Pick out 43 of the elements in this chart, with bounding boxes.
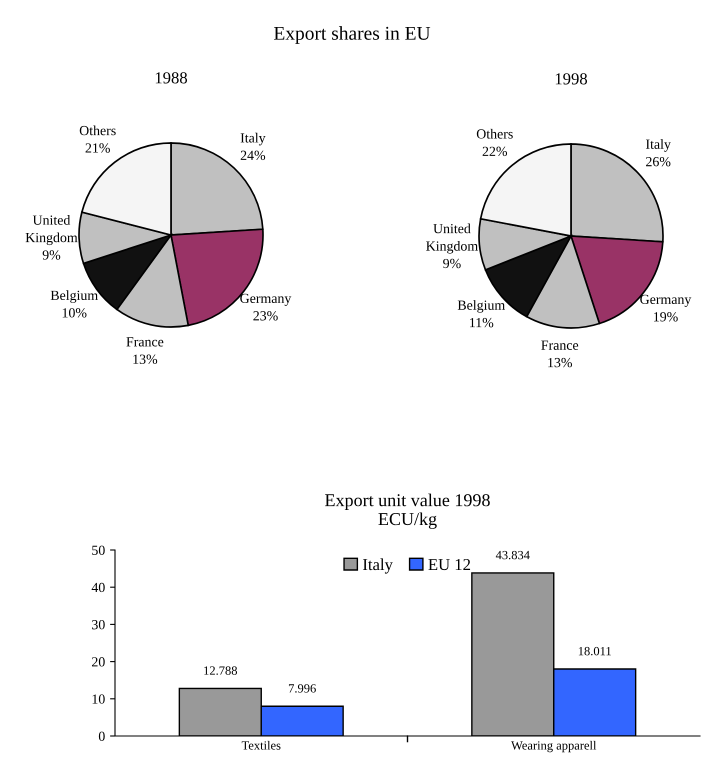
data-label: 21% — [86, 143, 110, 153]
data-label: 22% — [482, 146, 508, 156]
data-label: 18.011 — [578, 646, 611, 656]
slice-label: Italy — [646, 139, 671, 152]
data-label: 23% — [253, 311, 278, 321]
slice-label: United Kingdom — [26, 215, 78, 246]
slice-label: Italy — [240, 132, 266, 146]
data-label: 10% — [62, 308, 86, 318]
slice-label: France — [126, 337, 164, 346]
y-tick-label: 40 — [92, 582, 105, 592]
y-tick-label: 50 — [92, 546, 105, 555]
y-tick-label: 20 — [92, 657, 105, 667]
y-tick-label: 0 — [98, 732, 105, 741]
text: Export shares in EU — [274, 26, 430, 44]
chart-title: 1988 — [156, 72, 188, 84]
x-tick-label: Textiles — [242, 740, 280, 750]
chart-title: Export unit value 1998 — [325, 494, 490, 510]
data-label: 13% — [548, 358, 572, 368]
data-label: 7.996 — [288, 684, 316, 693]
slice-label: Others — [476, 128, 513, 139]
chart-title: 1998 — [556, 73, 588, 84]
chart-subtitle: ECU/kg — [378, 512, 437, 529]
slice-label: Belgium — [50, 290, 98, 303]
legend-label: EU 12 — [428, 558, 470, 570]
data-label: 19% — [654, 312, 678, 322]
legend-label: Italy — [362, 558, 393, 574]
y-tick-label: 10 — [92, 694, 105, 704]
data-label: 13% — [133, 354, 158, 364]
data-label: 26% — [646, 156, 670, 166]
data-label: 11% — [470, 318, 494, 328]
data-label: 43.834 — [496, 550, 530, 560]
slice-label: Belgium — [458, 300, 505, 313]
data-label: 24% — [240, 150, 266, 160]
y-tick-label: 30 — [92, 620, 105, 630]
slice-label: Germany — [640, 294, 692, 307]
slice-label: France — [541, 340, 578, 350]
slice-label: United Kingdom — [426, 224, 478, 254]
slice-label: Others — [80, 125, 116, 136]
slice-label: Germany — [240, 294, 292, 306]
data-label: 9% — [42, 250, 60, 260]
data-label: 9% — [443, 258, 461, 268]
x-tick-label: Wearing apparell — [511, 740, 596, 752]
data-label: 12.788 — [204, 666, 238, 675]
